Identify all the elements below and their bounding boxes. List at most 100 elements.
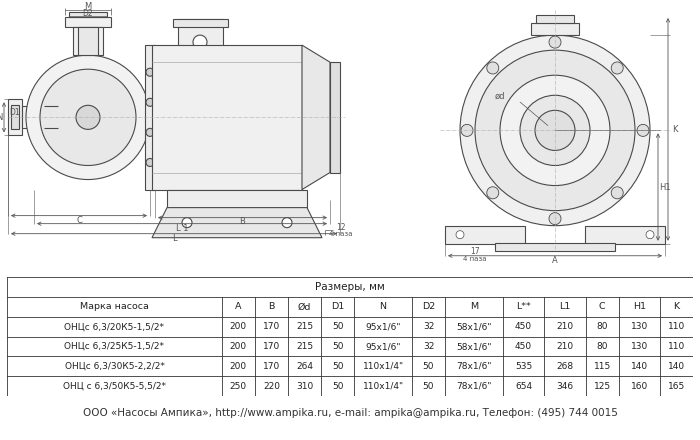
- Circle shape: [486, 62, 499, 74]
- Text: 250: 250: [230, 381, 247, 391]
- Circle shape: [611, 62, 623, 74]
- Circle shape: [193, 35, 207, 49]
- Text: K: K: [673, 302, 680, 312]
- Text: 200: 200: [230, 342, 247, 351]
- Text: B: B: [268, 302, 274, 312]
- Text: 78x1/6": 78x1/6": [456, 362, 491, 371]
- Circle shape: [456, 231, 464, 238]
- Bar: [585, 226, 665, 244]
- Circle shape: [182, 218, 192, 227]
- Bar: [73, 27, 103, 55]
- Bar: [8, 99, 22, 136]
- Text: 200: 200: [230, 362, 247, 371]
- Text: A: A: [552, 256, 558, 265]
- Bar: [22, 106, 44, 128]
- Circle shape: [76, 105, 100, 129]
- Text: 170: 170: [263, 342, 280, 351]
- Text: H1: H1: [633, 302, 646, 312]
- Text: Ød: Ød: [298, 302, 312, 312]
- Text: 50: 50: [423, 362, 434, 371]
- Bar: [145, 45, 155, 190]
- Text: ОНЦ с 6,3/50К5-5,5/2*: ОНЦ с 6,3/50К5-5,5/2*: [63, 381, 166, 391]
- Text: 160: 160: [631, 381, 648, 391]
- Text: 50: 50: [332, 362, 344, 371]
- Bar: [152, 45, 302, 190]
- Text: ød: ød: [495, 92, 505, 101]
- Bar: [531, 23, 579, 35]
- Bar: [445, 226, 525, 244]
- Text: 215: 215: [296, 342, 313, 351]
- Text: A: A: [235, 302, 241, 312]
- Text: 58x1/6": 58x1/6": [456, 322, 491, 331]
- Bar: [178, 19, 223, 57]
- Text: 210: 210: [556, 322, 573, 331]
- Text: L1: L1: [559, 302, 570, 312]
- Text: 17: 17: [470, 247, 480, 256]
- Circle shape: [549, 213, 561, 225]
- Bar: [495, 243, 615, 251]
- Text: 95x1/6": 95x1/6": [365, 322, 401, 331]
- Circle shape: [535, 110, 575, 150]
- Text: N: N: [0, 113, 2, 122]
- Text: 310: 310: [296, 381, 313, 391]
- Text: ОНЦс 6,3/25К5-1,5/2*: ОНЦс 6,3/25К5-1,5/2*: [64, 342, 164, 351]
- Text: 140: 140: [631, 362, 648, 371]
- Text: 130: 130: [631, 342, 648, 351]
- Text: 654: 654: [515, 381, 532, 391]
- Text: 32: 32: [423, 322, 434, 331]
- Circle shape: [26, 55, 150, 180]
- Text: C: C: [598, 302, 606, 312]
- Bar: [11, 105, 19, 129]
- Text: 215: 215: [296, 322, 313, 331]
- Text: 130: 130: [631, 322, 648, 331]
- Text: ООО «Насосы Ампика», http://www.ampika.ru, e-mail: ampika@ampika.ru, Телефон: (4: ООО «Насосы Ампика», http://www.ampika.r…: [83, 408, 617, 418]
- Text: M: M: [470, 302, 478, 312]
- Text: Марка насоса: Марка насоса: [80, 302, 149, 312]
- Bar: [536, 15, 574, 23]
- Bar: [78, 27, 98, 55]
- Text: ОНЦс 6,3/30К5-2,2/2*: ОНЦс 6,3/30К5-2,2/2*: [64, 362, 164, 371]
- Bar: [69, 12, 107, 17]
- Text: 450: 450: [515, 322, 532, 331]
- Bar: [65, 17, 111, 27]
- Polygon shape: [302, 45, 330, 190]
- Circle shape: [146, 98, 154, 106]
- Text: K: K: [672, 125, 678, 134]
- Text: 58x1/6": 58x1/6": [456, 342, 491, 351]
- Text: 220: 220: [263, 381, 280, 391]
- Bar: [173, 19, 228, 27]
- Text: M: M: [85, 1, 92, 11]
- Text: B: B: [239, 217, 246, 226]
- Polygon shape: [152, 208, 322, 238]
- Text: C: C: [76, 216, 82, 225]
- Circle shape: [520, 95, 590, 165]
- Circle shape: [646, 231, 654, 238]
- Text: 450: 450: [515, 342, 532, 351]
- Text: 50: 50: [423, 381, 434, 391]
- Text: 80: 80: [596, 342, 608, 351]
- Circle shape: [146, 128, 154, 136]
- Text: 535: 535: [515, 362, 532, 371]
- Circle shape: [40, 69, 136, 165]
- Text: 110: 110: [668, 342, 685, 351]
- Text: 32: 32: [423, 342, 434, 351]
- Circle shape: [460, 35, 650, 226]
- Text: N: N: [379, 302, 386, 312]
- Text: 80: 80: [596, 322, 608, 331]
- Circle shape: [549, 36, 561, 48]
- Circle shape: [486, 187, 499, 199]
- Text: 268: 268: [556, 362, 573, 371]
- Circle shape: [146, 68, 154, 76]
- Text: L: L: [172, 234, 176, 243]
- Circle shape: [637, 125, 649, 136]
- Text: 50: 50: [332, 322, 344, 331]
- Text: 200: 200: [230, 322, 247, 331]
- Text: 4 паза: 4 паза: [329, 231, 353, 237]
- Text: 50: 50: [332, 342, 344, 351]
- Text: ОНЦс 6,3/20К5-1,5/2*: ОНЦс 6,3/20К5-1,5/2*: [64, 322, 164, 331]
- Circle shape: [282, 218, 292, 227]
- Text: H1: H1: [659, 183, 671, 191]
- Bar: [167, 190, 307, 208]
- Text: 12: 12: [336, 223, 346, 232]
- Text: D1: D1: [331, 302, 344, 312]
